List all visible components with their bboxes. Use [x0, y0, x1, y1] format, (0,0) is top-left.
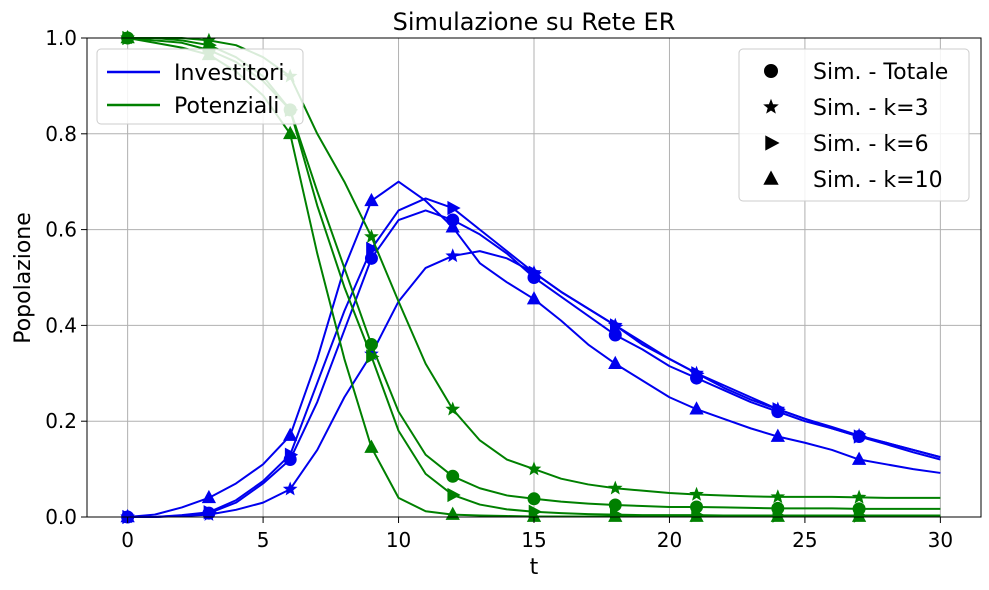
data-point [609, 318, 624, 333]
y-tick-label: 0.8 [45, 122, 77, 146]
data-point [446, 469, 460, 483]
legend-marker-swatch [765, 135, 780, 151]
data-point [366, 349, 380, 364]
x-tick-label: 25 [792, 528, 817, 552]
ticks: 0 5 10 15 20 25 30 0.0 0.2 0.4 0.6 0.8 1.0 [45, 26, 953, 552]
legend-marker-label: Sim. - Totale [813, 60, 948, 85]
x-tick-label: 30 [928, 528, 953, 552]
legend-markers-box [738, 48, 970, 202]
data-point [284, 447, 299, 462]
x-tick-label: 0 [121, 528, 134, 552]
chart-title: Simulazione su Rete ER [393, 8, 676, 36]
x-tick-label: 15 [521, 528, 546, 552]
data-point [772, 402, 786, 417]
x-tick-label: 20 [657, 528, 682, 552]
legend-marker-swatch [763, 98, 779, 114]
legend-marker-swatch [763, 170, 779, 185]
y-axis-label: Popolazione [11, 212, 36, 344]
data-point [447, 487, 461, 503]
data-point [120, 30, 135, 44]
series-investitori-triangle-up [120, 180, 941, 523]
data-point [445, 219, 460, 233]
data-point [851, 508, 867, 522]
data-point [528, 265, 542, 280]
legend-marker-swatch [763, 64, 779, 78]
y-tick-label: 0.2 [45, 409, 77, 433]
data-point [608, 508, 623, 522]
data-point [364, 439, 379, 453]
data-point [282, 481, 298, 496]
data-point [851, 489, 867, 504]
x-tick-label: 10 [386, 528, 411, 552]
legend-markers: Sim. - Totale Sim. - k=3 Sim. - k=6 Sim. - … [738, 48, 970, 202]
data-point [445, 506, 460, 520]
data-point [526, 291, 542, 305]
data-point [608, 355, 623, 370]
data-point [447, 200, 461, 216]
data-point [364, 229, 379, 244]
x-axis-label: t [530, 555, 539, 580]
data-point [283, 125, 298, 140]
legend-marker-label: Sim. - k=6 [813, 132, 929, 157]
y-tick-label: 0.6 [45, 218, 77, 242]
data-point [689, 401, 704, 415]
data-point [770, 489, 786, 504]
x-tick-label: 5 [257, 528, 270, 552]
data-point [689, 508, 704, 522]
data-point [689, 486, 704, 501]
data-point [770, 428, 785, 442]
y-tick-label: 0.0 [45, 505, 77, 529]
data-point [770, 508, 785, 522]
legend-line-label: Potenziali [174, 94, 279, 119]
data-point [526, 461, 542, 476]
legend-marker-label: Sim. - k=10 [813, 168, 943, 193]
data-point [364, 192, 379, 207]
data-point [366, 241, 380, 256]
y-tick-label: 0.4 [45, 313, 77, 337]
data-point [283, 427, 298, 441]
data-point [853, 429, 868, 444]
legend-line-label: Investitori [174, 61, 284, 86]
data-point [201, 489, 217, 504]
legend-lines: Investitori Potenziali [96, 48, 304, 125]
legend-marker-label: Sim. - k=3 [813, 96, 929, 121]
data-point [851, 451, 867, 465]
data-point [203, 38, 217, 53]
data-point [445, 401, 461, 416]
data-point [203, 505, 217, 520]
y-tick-label: 1.0 [45, 26, 77, 50]
data-point [527, 492, 541, 506]
data-point [691, 366, 705, 381]
data-point [607, 480, 623, 495]
data-point [445, 248, 461, 263]
